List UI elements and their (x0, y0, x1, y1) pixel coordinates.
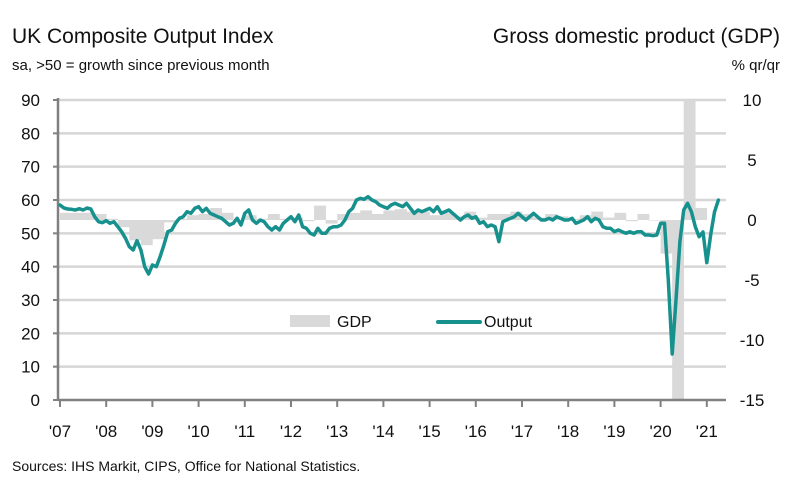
gdp-bar (140, 220, 153, 246)
right-axis-label: -10 (740, 331, 765, 350)
x-axis-label: '14 (372, 422, 394, 441)
chart-title-right: Gross domestic product (GDP) (493, 25, 780, 48)
right-axis-label: -15 (740, 391, 765, 410)
axes: 0 10 20 30 40 50 60 70 80 90 -15 -10 -5 0 5 10 '07 '08 '09… (21, 91, 764, 441)
left-axis-label: 60 (21, 191, 40, 210)
gdp-bar (210, 208, 222, 220)
x-axis-label: '20 (650, 422, 672, 441)
gdp-bar (129, 220, 142, 241)
gdp-bar (545, 214, 557, 220)
x-axis-label: '10 (188, 422, 210, 441)
x-axis-label: '15 (419, 422, 441, 441)
gdp-bar (672, 220, 684, 400)
right-axis-label: 5 (747, 151, 756, 170)
gdp-bar (221, 212, 234, 220)
gdp-bar (94, 214, 107, 220)
gdp-bar (625, 220, 638, 222)
gdp-bar (614, 212, 627, 220)
gdp-bar (152, 220, 165, 240)
x-axis-label: '16 (465, 422, 487, 441)
source-note: Sources: IHS Markit, CIPS, Office for Na… (12, 458, 360, 474)
left-axis-label: 90 (21, 91, 40, 110)
x-axis-label: '07 (49, 422, 71, 441)
left-axis-label: 40 (21, 258, 40, 277)
gdp-bar (475, 217, 488, 220)
gdp-bar (591, 211, 604, 220)
legend-swatch-gdp (290, 315, 330, 327)
gdp-bar (337, 214, 350, 220)
chart-subtitle-right: % qr/qr (732, 57, 780, 74)
gdp-bar (83, 212, 95, 220)
chart-subtitle-left: sa, >50 = growth since previous month (12, 57, 270, 74)
gdp-bar (187, 215, 199, 220)
gdp-bar (383, 210, 396, 220)
left-axis-label: 70 (21, 158, 40, 177)
right-axis-label: 10 (743, 91, 762, 110)
gdp-bar (406, 211, 419, 220)
left-axis-label: 20 (21, 324, 40, 343)
gdp-bar (314, 205, 326, 220)
gdp-bar (498, 214, 511, 220)
x-axis-label: '17 (511, 422, 533, 441)
left-axis-label: 50 (21, 224, 40, 243)
output-line (58, 194, 721, 356)
gdp-bar (360, 210, 373, 220)
gdp-bar (371, 214, 384, 220)
gdp-bar (683, 100, 696, 220)
x-axis-label: '09 (141, 422, 163, 441)
legend-label-output: Output (484, 314, 533, 331)
x-axis-label: '11 (234, 422, 255, 441)
x-axis-label: '21 (696, 422, 718, 441)
gdp-bar (637, 214, 650, 220)
legend: GDP Output (290, 314, 533, 331)
gdp-bar (394, 209, 407, 220)
left-axis-label: 30 (21, 291, 40, 310)
gdp-bar (602, 217, 615, 220)
left-axis-label: 0 (31, 391, 40, 410)
gdp-bar (302, 220, 315, 222)
gridlines (58, 98, 726, 368)
legend-label-gdp: GDP (337, 314, 372, 331)
gdp-bar (175, 218, 188, 220)
left-axis-label: 80 (21, 124, 40, 143)
x-axis-label: '12 (280, 422, 302, 441)
gdp-bars (60, 100, 708, 400)
output-line-group (58, 194, 721, 356)
x-axis-label: '08 (95, 422, 117, 441)
left-axis-label: 10 (21, 358, 40, 377)
gdp-bar (429, 215, 442, 220)
gdp-bar (267, 214, 280, 220)
right-axis-label: 0 (747, 211, 756, 230)
gdp-bar (348, 212, 361, 220)
gdp-bar (649, 220, 661, 221)
gdp-bar (106, 218, 119, 220)
gdp-bar (441, 212, 453, 220)
right-axis-label: -5 (744, 271, 759, 290)
x-axis-label: '18 (557, 422, 579, 441)
gdp-bar (71, 212, 84, 220)
x-axis-label: '13 (326, 422, 348, 441)
gdp-bar (198, 214, 211, 220)
chart-title-left: UK Composite Output Index (12, 25, 274, 48)
gdp-bar (117, 220, 130, 228)
gdp-bar (418, 211, 430, 220)
gdp-bar (163, 220, 176, 223)
gdp-bar (487, 214, 500, 220)
gdp-bar (325, 220, 338, 224)
gdp-bar (695, 208, 708, 220)
gdp-bar (60, 212, 72, 220)
x-axis-label: '19 (603, 422, 625, 441)
